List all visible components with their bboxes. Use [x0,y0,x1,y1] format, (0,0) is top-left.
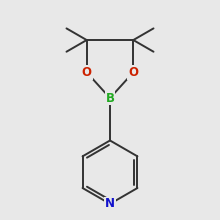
Text: O: O [82,66,92,79]
Text: O: O [128,66,138,79]
Text: B: B [106,92,114,104]
Text: N: N [105,197,115,210]
